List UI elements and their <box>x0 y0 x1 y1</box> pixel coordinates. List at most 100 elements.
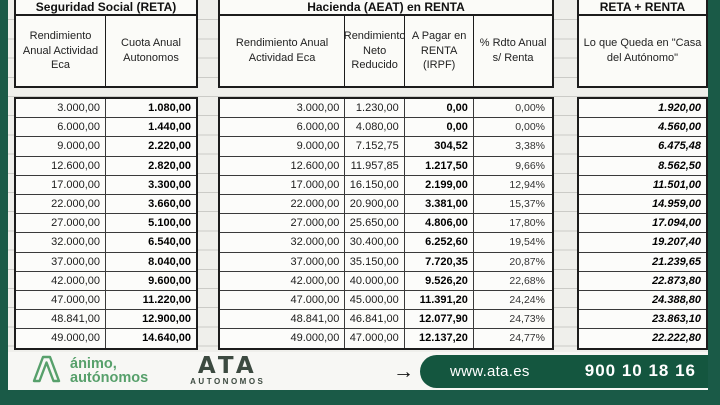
cell-lo-que-queda: 1.920,00 <box>579 99 706 119</box>
section-title-total: RETA + RENTA <box>577 0 708 16</box>
cell-pct-rdto: 24,73% <box>473 310 552 330</box>
contact-banner[interactable]: www.ata.es 900 10 18 16 <box>420 354 708 388</box>
cell-a-pagar-renta: 11.391,20 <box>404 290 474 311</box>
cell-cuota-anual: 6.540,00 <box>106 233 196 253</box>
cell-cuota-anual: 14.640,00 <box>106 329 196 349</box>
cell-neto-reducido: 16.150,00 <box>345 175 405 195</box>
cell-neto-reducido: 35.150,00 <box>345 252 405 272</box>
cell-rendimiento-anual-aeat: 27.000,00 <box>220 214 346 234</box>
column-header-cuota-anual: Cuota Anual Autonomos <box>121 37 181 64</box>
ata-logo: ATA AUTONOMOS <box>190 354 266 386</box>
cell-a-pagar-renta: 7.720,35 <box>404 252 474 272</box>
table-row: 48.841,00 12.900,00 <box>16 310 196 330</box>
cell-neto-reducido: 25.650,00 <box>345 214 405 234</box>
table-row: 42.000,00 40.000,00 9.526,20 22,68% <box>220 271 552 291</box>
cell-a-pagar-renta: 1.217,50 <box>404 156 474 176</box>
cell-a-pagar-renta: 12.137,20 <box>404 329 474 349</box>
cell-rendimiento-anual: 49.000,00 <box>16 329 107 349</box>
table-row: 17.000,00 3.300,00 <box>16 175 196 195</box>
cell-rendimiento-anual-aeat: 48.841,00 <box>220 310 346 330</box>
table-row: 47.000,00 45.000,00 11.391,20 24,24% <box>220 290 552 311</box>
cell-rendimiento-anual-aeat: 32.000,00 <box>220 233 346 253</box>
cell-neto-reducido: 7.152,75 <box>345 137 405 157</box>
cell-pct-rdto: 0,00% <box>473 99 552 119</box>
cell-lo-que-queda: 22.873,80 <box>579 271 706 291</box>
cell-rendimiento-anual-aeat: 9.000,00 <box>220 137 346 157</box>
header-row-aeat: Rendimiento Anual Actividad Eca Rendimie… <box>218 16 554 88</box>
cell-pct-rdto: 24,24% <box>473 290 552 311</box>
table-row: 32.000,00 30.400,00 6.252,60 19,54% <box>220 233 552 253</box>
cell-rendimiento-anual: 32.000,00 <box>16 233 107 253</box>
cell-pct-rdto: 19,54% <box>473 233 552 253</box>
table-row: 27.000,00 5.100,00 <box>16 214 196 234</box>
cell-neto-reducido: 47.000,00 <box>345 329 405 349</box>
cell-cuota-anual: 2.820,00 <box>106 156 196 176</box>
cell-rendimiento-anual-aeat: 42.000,00 <box>220 271 346 291</box>
cell-a-pagar-renta: 2.199,00 <box>404 175 474 195</box>
spreadsheet-area: Seguridad Social (RETA) Rendimiento Anua… <box>8 0 708 390</box>
table-body-reta: 3.000,00 1.080,00 6.000,00 1.440,00 9.00… <box>14 97 198 351</box>
cell-pct-rdto: 22,68% <box>473 271 552 291</box>
table-row: 6.000,00 4.080,00 0,00 0,00% <box>220 118 552 138</box>
table-row: 8.562,50 <box>579 156 706 176</box>
cell-pct-rdto: 0,00% <box>473 118 552 138</box>
table-body-aeat: 3.000,00 1.230,00 0,00 0,00% 6.000,00 4.… <box>218 97 554 351</box>
table-row: 47.000,00 11.220,00 <box>16 290 196 311</box>
table-row: 49.000,00 14.640,00 <box>16 329 196 349</box>
cell-lo-que-queda: 11.501,00 <box>579 175 706 195</box>
cell-a-pagar-renta: 4.806,00 <box>404 214 474 234</box>
table-row: 6.000,00 1.440,00 <box>16 118 196 138</box>
table-row: 12.600,00 2.820,00 <box>16 156 196 176</box>
table-row: 22.222,80 <box>579 329 706 349</box>
cell-pct-rdto: 12,94% <box>473 175 552 195</box>
cell-lo-que-queda: 17.094,00 <box>579 214 706 234</box>
table-row: 48.841,00 46.841,00 12.077,90 24,73% <box>220 310 552 330</box>
column-header-pct-rdto: % Rdto Anual s/ Renta <box>479 37 547 64</box>
cell-rendimiento-anual-aeat: 22.000,00 <box>220 194 346 215</box>
cell-pct-rdto: 3,38% <box>473 137 552 157</box>
table-row: 49.000,00 47.000,00 12.137,20 24,77% <box>220 329 552 349</box>
table-row: 1.920,00 <box>579 99 706 119</box>
section-title-reta: Seguridad Social (RETA) <box>14 0 198 16</box>
table-row: 22.873,80 <box>579 271 706 291</box>
animo-autonomos-logo: ánimo, autónomos <box>30 354 148 388</box>
cell-rendimiento-anual-aeat: 37.000,00 <box>220 252 346 272</box>
cell-pct-rdto: 15,37% <box>473 194 552 215</box>
website-link[interactable]: www.ata.es <box>450 362 530 380</box>
table-row: 32.000,00 6.540,00 <box>16 233 196 253</box>
table-row: 19.207,40 <box>579 233 706 253</box>
cell-rendimiento-anual: 22.000,00 <box>16 194 107 215</box>
cell-pct-rdto: 20,87% <box>473 252 552 272</box>
table-row: 37.000,00 8.040,00 <box>16 252 196 272</box>
cell-rendimiento-anual: 3.000,00 <box>16 99 107 119</box>
cell-lo-que-queda: 14.959,00 <box>579 194 706 215</box>
column-header-a-pagar-renta: A Pagar en RENTA (IRPF) <box>405 16 475 86</box>
cell-rendimiento-anual: 47.000,00 <box>16 290 107 311</box>
cell-cuota-anual: 3.660,00 <box>106 194 196 215</box>
cell-cuota-anual: 1.440,00 <box>106 118 196 138</box>
cell-neto-reducido: 20.900,00 <box>345 194 405 215</box>
table-row: 22.000,00 20.900,00 3.381,00 15,37% <box>220 194 552 215</box>
cell-neto-reducido: 11.957,85 <box>345 156 405 176</box>
cell-lo-que-queda: 8.562,50 <box>579 156 706 176</box>
cell-rendimiento-anual: 37.000,00 <box>16 252 107 272</box>
table-seguridad-social: Seguridad Social (RETA) Rendimiento Anua… <box>14 0 198 351</box>
cell-cuota-anual: 1.080,00 <box>106 99 196 119</box>
table-row: 42.000,00 9.600,00 <box>16 271 196 291</box>
cell-pct-rdto: 24,77% <box>473 329 552 349</box>
cell-rendimiento-anual-aeat: 47.000,00 <box>220 290 346 311</box>
animo-logo-icon <box>30 354 63 388</box>
column-header-rendimiento-anual: Rendimiento Anual Actividad Eca <box>16 16 107 86</box>
phone-number[interactable]: 900 10 18 16 <box>584 361 696 380</box>
section-title-aeat: Hacienda (AEAT) en RENTA <box>218 0 554 16</box>
table-row: 17.094,00 <box>579 214 706 234</box>
table-row: 27.000,00 25.650,00 4.806,00 17,80% <box>220 214 552 234</box>
cell-rendimiento-anual: 6.000,00 <box>16 118 107 138</box>
cell-lo-que-queda: 19.207,40 <box>579 233 706 253</box>
column-header-lo-que-queda: Lo que Queda en "Casa del Autónomo" <box>583 37 702 64</box>
cell-neto-reducido: 46.841,00 <box>345 310 405 330</box>
cell-lo-que-queda: 23.863,10 <box>579 310 706 330</box>
cell-cuota-anual: 9.600,00 <box>106 271 196 291</box>
ata-logo-subtitle: AUTONOMOS <box>190 376 266 386</box>
